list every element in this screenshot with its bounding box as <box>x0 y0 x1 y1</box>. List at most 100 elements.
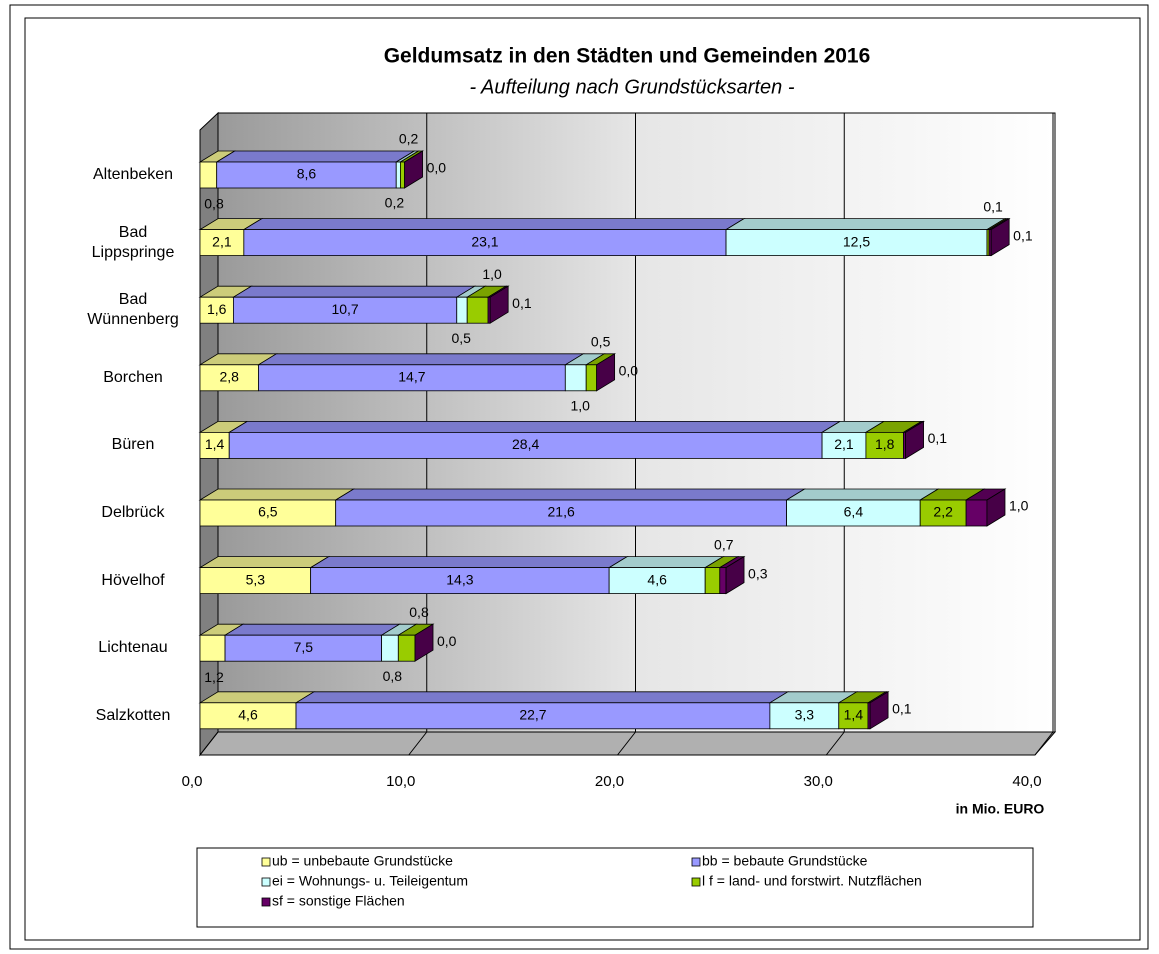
data-label: 1,0 <box>482 266 502 282</box>
bar <box>228 431 823 459</box>
data-label: 1,2 <box>204 669 224 685</box>
x-axis-label: in Mio. EURO <box>956 801 1045 817</box>
floor-grid-line <box>617 731 636 756</box>
data-label: 0,2 <box>385 195 405 211</box>
bar-side <box>489 285 509 324</box>
bar <box>865 431 904 459</box>
category-label: Lichtenau <box>98 639 168 657</box>
bar <box>199 296 234 324</box>
legend-label: ub = unbebaute Grundstücke <box>272 853 453 869</box>
bar-top <box>227 420 842 433</box>
data-label: 0,1 <box>1013 227 1033 243</box>
bar-top <box>198 488 356 501</box>
bar-top <box>294 691 790 704</box>
bar <box>216 161 397 189</box>
x-tick-label: 20,0 <box>595 773 624 790</box>
bar <box>769 702 840 730</box>
bar-top <box>724 218 1007 231</box>
data-label: 1,0 <box>570 398 590 414</box>
data-label: 8,6 <box>297 166 317 182</box>
bar-top <box>242 218 746 231</box>
bar-top <box>198 556 331 568</box>
data-label: 0,1 <box>892 701 912 717</box>
bar-top <box>215 150 416 163</box>
data-label: 23,1 <box>471 233 498 249</box>
legend-swatch <box>261 877 271 887</box>
data-label: 5,3 <box>246 571 266 587</box>
data-label: 10,7 <box>331 301 358 317</box>
data-label: 14,7 <box>398 369 425 385</box>
data-label: 3,3 <box>795 707 815 723</box>
chart-subtitle: - Aufteilung nach Grundstücksarten - <box>470 76 795 98</box>
data-label: 2,1 <box>212 233 232 249</box>
category-label: Delbrück <box>101 504 165 521</box>
bar <box>199 567 312 594</box>
floor-grid-line <box>199 731 219 756</box>
data-label: 28,4 <box>512 436 539 452</box>
floor-grid-line <box>1034 731 1054 756</box>
data-label: 1,4 <box>844 707 864 723</box>
bar <box>821 431 867 459</box>
bar-side <box>596 353 616 392</box>
bar <box>310 567 610 594</box>
category-label: Büren <box>111 436 155 454</box>
bar <box>397 634 416 662</box>
data-label: 0,7 <box>714 536 734 552</box>
x-tick-label: 30,0 <box>804 773 833 790</box>
bar <box>295 702 771 730</box>
bar <box>585 364 598 392</box>
bar <box>258 364 566 392</box>
legend-label: l f = land- und forstwirt. Nutzflächen <box>702 873 922 889</box>
data-label: 2,2 <box>933 504 953 520</box>
floor-grid-line <box>825 731 845 756</box>
category-label: Borchen <box>103 368 163 386</box>
bar-top <box>334 488 807 501</box>
legend-label: bb = bebaute Grundstücke <box>702 853 868 869</box>
bar <box>786 499 921 527</box>
bar-top <box>257 353 585 366</box>
bar <box>704 567 721 594</box>
outer-frame <box>9 4 1149 950</box>
bar <box>466 296 489 324</box>
bar <box>232 296 458 324</box>
data-label: 0,1 <box>928 430 948 446</box>
bar <box>199 431 230 459</box>
bar <box>199 364 259 392</box>
bar-top <box>607 556 725 568</box>
data-label: 1,6 <box>207 301 227 317</box>
bar <box>395 161 401 189</box>
bar <box>564 364 587 392</box>
x-tick-label: 10,0 <box>386 773 415 790</box>
bar <box>456 296 468 324</box>
category-label: Bad Lippspringe <box>91 223 175 261</box>
bar-top <box>785 488 940 501</box>
x-tick-label: 40,0 <box>1012 773 1041 790</box>
category-label: Altenbeken <box>92 166 174 183</box>
legend-swatch <box>691 857 701 867</box>
data-label: 2,8 <box>219 369 239 385</box>
bar-top <box>309 556 629 568</box>
category-label: Salzkotten <box>95 706 171 724</box>
bar-top <box>231 285 477 298</box>
data-label: 6,4 <box>844 504 864 520</box>
data-label: 0,8 <box>383 668 403 684</box>
bar-side <box>725 555 745 595</box>
data-label: 0,8 <box>204 196 224 212</box>
x-tick-label: 0,0 <box>182 773 203 790</box>
bar-side <box>986 488 1006 527</box>
bar <box>399 161 405 189</box>
data-label: 4,6 <box>238 707 258 723</box>
bar <box>199 634 226 662</box>
data-label: 7,5 <box>294 639 314 655</box>
data-label: 0,5 <box>451 330 471 346</box>
bar <box>725 229 988 257</box>
data-label: 1,4 <box>205 436 225 452</box>
category-label: Hövelhof <box>101 571 165 589</box>
legend-label: ei = Wohnungs- u. Teileigentum <box>272 873 468 889</box>
legend-swatch <box>691 877 701 887</box>
floor-grid-line <box>408 731 428 756</box>
legend <box>196 847 1034 928</box>
bar <box>199 499 337 527</box>
